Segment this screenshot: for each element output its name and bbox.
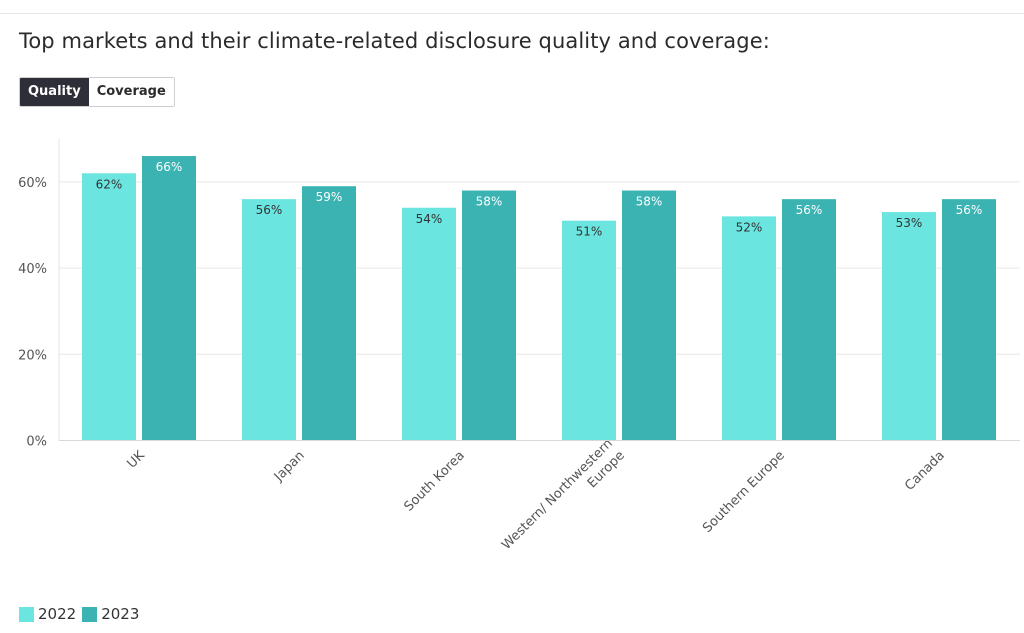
- coverage-toggle-button[interactable]: Coverage: [88, 78, 174, 106]
- bar-2022: [82, 173, 136, 441]
- legend-label-2023: 2023: [101, 605, 140, 623]
- x-tick-label-line: UK: [124, 448, 148, 472]
- bar-2023: [142, 156, 196, 441]
- data-label-2022: 54%: [416, 212, 443, 226]
- bar-2022: [242, 199, 296, 441]
- y-tick-label: 0%: [26, 435, 47, 450]
- bar-2023: [462, 190, 516, 441]
- data-label-2023: 58%: [636, 195, 663, 209]
- bar-2023: [782, 199, 836, 441]
- x-tick-label-line: Western/ Northwestern: [499, 436, 616, 553]
- x-tick-label-line: Canada: [902, 448, 948, 494]
- x-tick-label: Southern Europe: [700, 448, 788, 536]
- bar-2022: [402, 207, 456, 441]
- legend-label-2022: 2022: [38, 605, 77, 623]
- bar-2023: [622, 190, 676, 441]
- top-divider: [0, 13, 1024, 14]
- legend-swatch-2023: [82, 606, 98, 622]
- x-tick-label-line: Southern Europe: [700, 448, 788, 536]
- x-tick-label: UK: [124, 448, 148, 472]
- x-tick-label: Japan: [271, 448, 308, 485]
- legend-item-2022[interactable]: 2022: [19, 605, 76, 623]
- data-label-2023: 58%: [476, 195, 503, 209]
- x-tick-label: Canada: [902, 448, 948, 494]
- y-tick-label: 40%: [18, 262, 47, 277]
- bar-2022: [882, 212, 936, 441]
- chart-title: Top markets and their climate-related di…: [19, 29, 770, 53]
- bar-2022: [722, 216, 776, 441]
- bar-2023: [942, 199, 996, 441]
- bar-chart: 0% 20% 40% 60% 62% 66% UK 56% 59% Japan 54% 58% Sout…: [18, 138, 1020, 553]
- x-tick-label-line: Japan: [271, 448, 308, 485]
- x-tick-label-line: South Korea: [402, 448, 468, 514]
- data-label-2022: 52%: [736, 220, 763, 234]
- metric-toggle[interactable]: Quality Coverage: [19, 77, 175, 107]
- bar-2023: [302, 186, 356, 441]
- data-label-2023: 56%: [796, 203, 823, 217]
- data-label-2022: 62%: [96, 177, 123, 191]
- data-label-2023: 59%: [316, 190, 343, 204]
- legend-swatch-2022: [19, 606, 34, 622]
- data-label-2022: 56%: [256, 203, 283, 217]
- data-label-2023: 66%: [156, 160, 183, 174]
- legend-item-2023[interactable]: 2023: [82, 605, 139, 623]
- data-label-2023: 56%: [956, 203, 983, 217]
- bar-2022: [562, 220, 616, 441]
- y-tick-label: 60%: [18, 176, 47, 191]
- y-tick-label: 20%: [18, 348, 47, 363]
- data-label-2022: 53%: [896, 216, 923, 230]
- quality-toggle-button[interactable]: Quality: [20, 78, 89, 106]
- data-label-2022: 51%: [576, 225, 603, 239]
- x-tick-label: South Korea: [402, 448, 468, 514]
- chart-legend: 2022 2023: [19, 605, 145, 623]
